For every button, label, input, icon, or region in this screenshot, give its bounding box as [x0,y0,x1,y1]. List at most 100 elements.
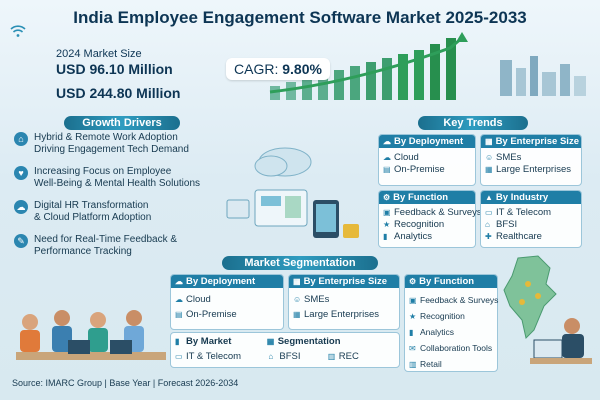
list-item: SMEs [496,152,522,163]
driver-item: ✎ Need for Real-Time Feedback & Performan… [14,234,224,258]
card-header: By Market [186,336,232,347]
driver-item: ⌂ Hybrid & Remote Work Adoption Driving E… [14,132,224,156]
market-size-label: 2024 Market Size [56,48,142,60]
health-icon: ✚ [485,232,492,241]
list-item: Large Enterprises [304,309,379,320]
chart-icon: ▮ [383,232,388,241]
card-header: By Deployment [394,136,464,147]
driver-line: Digital HR Transformation [34,200,149,211]
key-trends-title: Key Trends [418,116,528,130]
list-item: BFSI [496,219,518,230]
card-header-secondary: Segmentation [277,336,341,347]
list-item: Large Enterprises [496,164,571,175]
cloud-devices-illustration [226,147,359,238]
factory-icon: ▲ [485,193,493,202]
card-header: By Deployment [186,276,256,287]
cagr-label: CAGR: [234,61,279,77]
india-map-illustration [503,255,557,339]
gear-icon: ⚙ [409,277,417,286]
star-icon: ★ [383,220,391,229]
market-size-value: USD 96.10 Million [56,61,173,77]
driver-item: ☁ Digital HR Transformation & Cloud Platf… [14,200,224,224]
card-header: By Function [393,192,449,203]
trend-deployment-card: ☁ By Deployment ☁ Cloud ▤ On-Premise [378,134,476,186]
heart-icon: ♥ [14,166,28,180]
list-item: Recognition [420,311,465,321]
growth-drivers-list: ⌂ Hybrid & Remote Work Adoption Driving E… [14,132,224,268]
driver-line: Driving Engagement Tech Demand [34,144,189,155]
list-item: On-Premise [394,164,445,175]
card-header: By Function [419,276,475,287]
monitor-icon: ▭ [485,208,493,217]
list-item: Analytics [394,231,433,242]
segment-enterprise-card: ▦ By Enterprise Size ☺ SMEs ▦ Large Enterpr… [288,274,400,330]
chart-icon: ▮ [409,328,414,337]
people-icon: ☺ [293,295,302,304]
trend-industry-card: ▲ By Industry ▭ IT & Telecom ⌂ BFSI ✚ Realth… [480,190,582,248]
cloud-icon: ☁ [175,277,183,286]
list-item: Analytics [420,327,455,337]
server-icon: ▤ [175,310,183,319]
driver-item: ♥ Increasing Focus on Employee Well-Being… [14,166,224,190]
cloud-icon: ☁ [14,200,28,214]
building-icon: ▦ [293,277,301,286]
list-item: Collaboration Tools [420,343,493,353]
list-item: IT & Telecom [496,207,552,218]
cagr-badge: CAGR: 9.80% [226,58,330,80]
cart-icon: ▥ [409,360,417,369]
building-icon: ▦ [485,165,493,174]
server-icon: ▤ [383,165,391,174]
cloud-icon: ☁ [175,295,183,304]
market-segmentation-title: Market Segmentation [222,256,378,270]
gear-icon: ⚙ [383,193,391,202]
star-icon: ★ [409,312,417,321]
bank-icon: ⌂ [485,220,490,229]
list-item: IT & Telecom [186,351,242,362]
wifi-icon [10,24,26,40]
source-footer: Source: IMARC Group | Base Year | Foreca… [12,378,239,388]
grid-icon: ▦ [266,337,275,346]
building-icon: ▦ [485,137,493,146]
cloud-icon: ☁ [383,137,391,146]
segment-market-card: ▮ By Market ▦ Segmentation ▭ IT & Telecom ⌂… [170,332,400,368]
building-icon: ▦ [293,310,301,319]
driver-line: Need for Real-Time Feedback & [34,234,178,245]
driver-line: & Cloud Platform Adoption [34,212,152,223]
survey-icon: ▣ [409,296,417,305]
driver-line: Increasing Focus on Employee [34,166,172,177]
market-stats: 2024 Market Size USD 96.10 Million USD 2… [56,48,180,102]
forecast-value: USD 244.80 Million [56,85,181,101]
card-header: By Enterprise Size [495,136,579,147]
monitor-icon: ▭ [175,352,183,361]
list-item: Cloud [186,294,211,305]
page-title: India Employee Engagement Software Marke… [73,8,527,27]
card-header: By Enterprise Size [303,276,387,287]
list-item: BFSI [279,351,301,362]
remote-worker-illustration [530,318,592,364]
cloud-icon: ☁ [383,153,391,162]
people-icon: ☺ [485,153,494,162]
driver-line: Well-Being & Mental Health Solutions [34,178,201,189]
bank-icon: ⌂ [268,352,274,361]
list-item: Retail [420,359,442,369]
chart-icon: ▮ [175,337,180,346]
home-icon: ⌂ [14,132,28,146]
cart-icon: ▥ [327,352,336,361]
driver-line: Hybrid & Remote Work Adoption [34,132,178,143]
chat-icon: ✉ [409,344,416,353]
segment-deployment-card: ☁ By Deployment ☁ Cloud ▤ On-Premise [170,274,284,330]
growth-drivers-title: Growth Drivers [64,116,180,130]
card-header: By Industry [495,192,549,203]
survey-icon: ▣ [383,208,391,217]
cagr-value: 9.80% [282,61,322,77]
list-item: REC [338,351,359,362]
trend-enterprise-card: ▦ By Enterprise Size ☺ SMEs ▦ Large Enterpr… [480,134,582,186]
growth-chart-illustration [269,32,468,100]
list-item: Feedback & Surveys [420,295,499,305]
list-item: Recognition [394,219,445,230]
list-item: Feedback & Surveys [394,207,482,218]
team-meeting-illustration [16,310,166,360]
city-skyline-illustration [500,56,586,96]
trend-function-card: ⚙ By Function ▣ Feedback & Surveys ★ Recogn… [378,190,482,248]
